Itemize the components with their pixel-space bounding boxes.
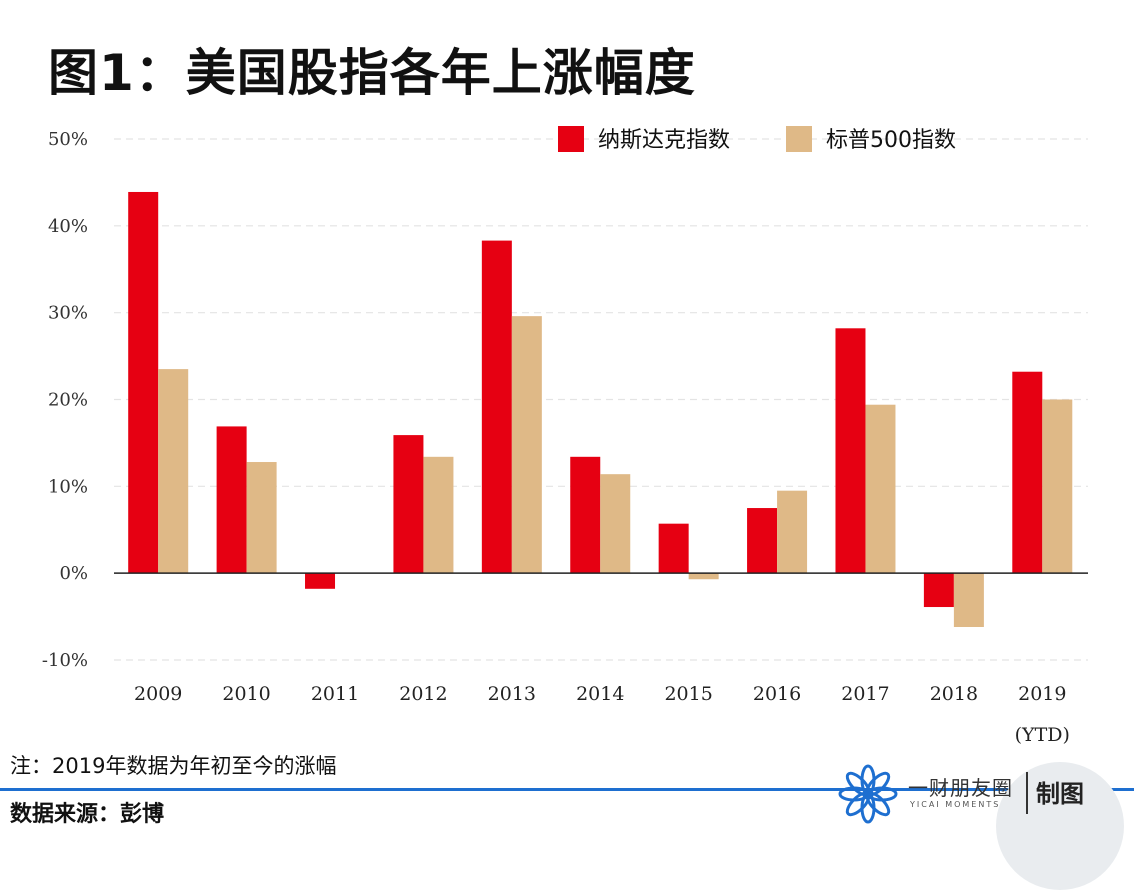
- y-tick-label: 10%: [48, 476, 88, 497]
- bar-0-2014: [570, 456, 601, 574]
- bar-1-2016: [777, 490, 808, 574]
- bar-0-2016: [747, 508, 778, 574]
- x-axis-ticks: 2009 2010 2011 2012 2013 2014 2015 2016 2017 2018…: [134, 683, 1070, 746]
- bars: [128, 191, 1073, 628]
- y-tick-label: 30%: [48, 303, 88, 324]
- x-tick-label: 2015: [664, 683, 712, 705]
- legend: 纳斯达克指数 标普500指数: [558, 126, 956, 153]
- bar-1-2015: [688, 573, 719, 580]
- legend-swatch: [786, 126, 812, 152]
- bar-1-2013: [511, 316, 542, 574]
- bar-1-2010: [246, 462, 277, 574]
- bar-0-2012: [393, 435, 424, 574]
- legend-label: 纳斯达克指数: [598, 128, 730, 153]
- brand-made-by: 制图: [1036, 780, 1084, 808]
- bar-0-2015: [658, 523, 689, 574]
- x-tick-label: 2009: [134, 683, 182, 705]
- bar-chart: -10%0%10%20%30%40%50% 2009 2010 2011 2012 20…: [42, 126, 1088, 746]
- bar-1-2014: [600, 474, 631, 574]
- x-tick-label: 2013: [488, 683, 536, 705]
- x-tick-label: 2017: [841, 683, 889, 705]
- flower-logo-icon: [838, 764, 898, 824]
- data-source: 数据来源：彭博: [10, 802, 165, 827]
- y-tick-label: 0%: [59, 563, 88, 584]
- legend-label: 标普500指数: [826, 128, 956, 153]
- x-tick-sublabel: (YTD): [1015, 724, 1070, 746]
- legend-swatch: [558, 126, 584, 152]
- footer-rule: [0, 788, 1134, 791]
- bar-0-2017: [835, 328, 866, 574]
- x-tick-label: 2018: [930, 683, 978, 705]
- brand-divider: [1026, 772, 1028, 814]
- bar-1-2018: [953, 573, 984, 628]
- bar-0-2013: [481, 240, 512, 574]
- chart-title: 图1：美国股指各年上涨幅度: [48, 44, 696, 102]
- x-tick-label: 2014: [576, 683, 624, 705]
- bar-1-2012: [423, 456, 454, 574]
- bar-0-2010: [216, 426, 247, 574]
- y-axis-ticks: -10% 0% 10% 20% 30% 40% 50%: [42, 129, 88, 671]
- x-tick-label: 2012: [399, 683, 447, 705]
- brand-subtitle: YICAI MOMENTS: [910, 800, 1001, 809]
- brand-name: 一财朋友圈: [908, 776, 1013, 800]
- y-tick-label: 50%: [48, 129, 88, 150]
- y-tick-label: 40%: [48, 216, 88, 237]
- bar-0-2009: [128, 191, 159, 574]
- bar-1-2009: [158, 369, 189, 574]
- bar-0-2019: [1012, 371, 1043, 574]
- x-tick-label: 2019: [1018, 683, 1066, 705]
- brand-block: 一财朋友圈 YICAI MOMENTS 制图: [836, 762, 1132, 890]
- footnote: 注：2019年数据为年初至今的涨幅: [10, 754, 337, 778]
- bar-0-2018: [923, 573, 954, 608]
- y-tick-label: -10%: [42, 650, 88, 671]
- bar-1-2019: [1042, 399, 1073, 574]
- x-tick-label: 2016: [753, 683, 801, 705]
- bar-0-2011: [305, 573, 336, 589]
- bar-1-2017: [865, 404, 896, 574]
- y-tick-label: 20%: [48, 390, 88, 411]
- x-tick-label: 2011: [311, 683, 359, 705]
- x-tick-label: 2010: [222, 683, 270, 705]
